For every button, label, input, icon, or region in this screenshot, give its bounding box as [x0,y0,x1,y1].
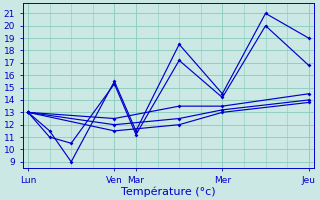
X-axis label: Température (°c): Température (°c) [121,186,216,197]
